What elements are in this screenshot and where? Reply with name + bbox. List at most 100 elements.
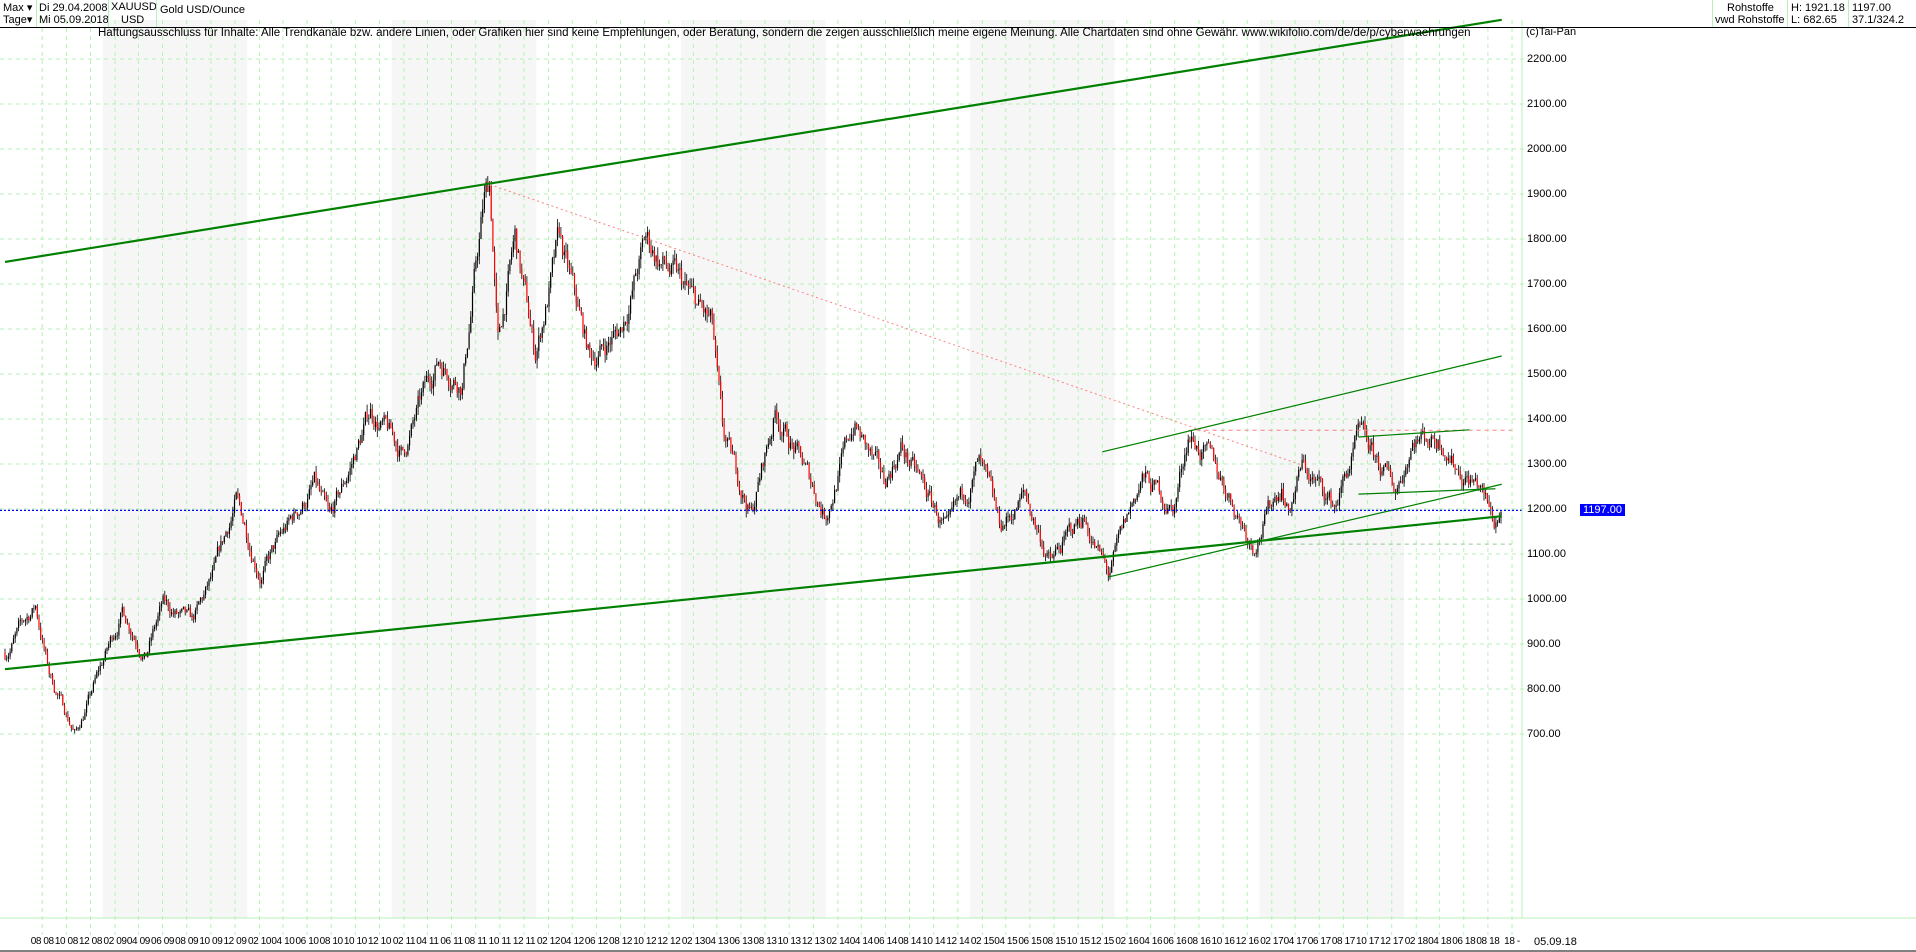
- candle-body: [296, 512, 298, 516]
- candle-body: [1281, 488, 1283, 501]
- candle-body: [9, 651, 11, 657]
- candle-body: [560, 233, 562, 237]
- x-tick-label: 02 10: [248, 936, 272, 947]
- candle-body: [720, 381, 722, 398]
- candle-body: [874, 452, 876, 455]
- y-tick-label: 800.00: [1527, 683, 1561, 695]
- candle-body: [635, 273, 637, 276]
- candle-body: [1350, 456, 1352, 470]
- candle-body: [652, 250, 654, 254]
- interval-select[interactable]: Tage▾: [3, 14, 32, 26]
- candle-body: [924, 477, 926, 488]
- candle-body: [201, 598, 203, 600]
- candle-body: [317, 481, 319, 485]
- y-tick-label: 1800.00: [1527, 233, 1567, 245]
- candle-body: [1442, 449, 1444, 456]
- candle-body: [723, 422, 725, 437]
- candle-body: [1163, 504, 1165, 510]
- candle-body: [618, 333, 620, 337]
- candle-body: [1221, 477, 1223, 481]
- x-tick-label: 06 11: [440, 936, 463, 947]
- candle-body: [390, 422, 392, 429]
- x-tick-label: 10 14: [922, 936, 946, 947]
- candle-body: [873, 454, 875, 456]
- candle-body: [1014, 509, 1016, 520]
- candle-body: [252, 560, 254, 562]
- candle-body: [1175, 498, 1177, 508]
- candle-body: [1038, 529, 1040, 531]
- candle-body: [1095, 546, 1097, 548]
- last-price: 1197.00: [1852, 2, 1891, 14]
- candle-body: [997, 509, 999, 510]
- candle-body: [40, 627, 42, 638]
- x-tick-label: 06 18: [1452, 936, 1476, 947]
- candle-body: [526, 282, 528, 302]
- candle-body: [1209, 442, 1211, 448]
- candle-body: [135, 639, 137, 645]
- x-tick-label: 12 14: [946, 936, 970, 947]
- candle-body: [876, 451, 878, 453]
- candle-body: [1208, 442, 1210, 444]
- candle-body: [835, 490, 837, 491]
- candle-body: [806, 463, 808, 465]
- candle-body: [735, 454, 737, 471]
- x-tick-label: 02 16: [1115, 936, 1139, 947]
- candle-body: [995, 499, 997, 510]
- candle-body: [1476, 478, 1478, 486]
- candle-body: [477, 256, 479, 261]
- candle-body: [1406, 467, 1409, 468]
- candle-body: [662, 256, 664, 265]
- candle-body: [664, 256, 666, 261]
- candle-body: [312, 481, 314, 486]
- candle-body: [749, 504, 751, 508]
- candle-body: [670, 265, 672, 275]
- candle-body: [772, 418, 774, 437]
- candle-body: [1469, 479, 1471, 485]
- candle-body: [50, 674, 52, 675]
- candle-body: [596, 364, 598, 367]
- candle-body: [1483, 485, 1485, 495]
- candle-body: [420, 392, 423, 400]
- candle-body: [104, 650, 106, 661]
- candle-body: [1277, 497, 1279, 501]
- candle-body: [810, 477, 812, 484]
- candle-body: [1493, 520, 1495, 528]
- candle-body: [1109, 572, 1111, 576]
- candle-body: [1179, 471, 1181, 488]
- candle-body: [987, 466, 989, 472]
- candle-body: [437, 362, 440, 364]
- candle-body: [1255, 552, 1257, 555]
- candle-body: [284, 527, 287, 530]
- candle-body: [1461, 478, 1463, 486]
- candle-body: [1134, 498, 1137, 501]
- candle-body: [500, 326, 502, 328]
- range-select[interactable]: Max ▾: [3, 2, 32, 14]
- candle-body: [570, 268, 572, 274]
- candle-body: [998, 509, 1001, 525]
- x-tick-label: 12 10: [367, 936, 391, 947]
- year-bands: [102, 20, 1404, 918]
- x-tick-label: 10 12: [633, 936, 657, 947]
- candle-body: [431, 384, 433, 389]
- candle-body: [46, 651, 49, 664]
- candle-body: [1039, 530, 1041, 542]
- candle-body: [857, 427, 859, 429]
- candle-body: [1371, 442, 1373, 446]
- candle-body: [72, 728, 74, 730]
- candle-body: [113, 638, 115, 640]
- candle-body: [376, 421, 378, 430]
- candle-body: [303, 502, 305, 507]
- candle-body: [478, 238, 480, 257]
- x-tick-label: 12 13: [801, 936, 825, 947]
- candle-body: [1372, 442, 1375, 455]
- candle-body: [473, 268, 475, 293]
- candle-body: [109, 636, 111, 644]
- candle-body: [550, 272, 552, 288]
- y-tick-label: 1400.00: [1527, 413, 1567, 425]
- candle-body: [1310, 479, 1312, 482]
- candle-body: [1063, 535, 1065, 543]
- x-tick-label: 08 17: [1331, 936, 1355, 947]
- candle-body: [1340, 486, 1342, 494]
- y-tick-label: 2100.00: [1527, 98, 1567, 110]
- candle-body: [837, 475, 839, 491]
